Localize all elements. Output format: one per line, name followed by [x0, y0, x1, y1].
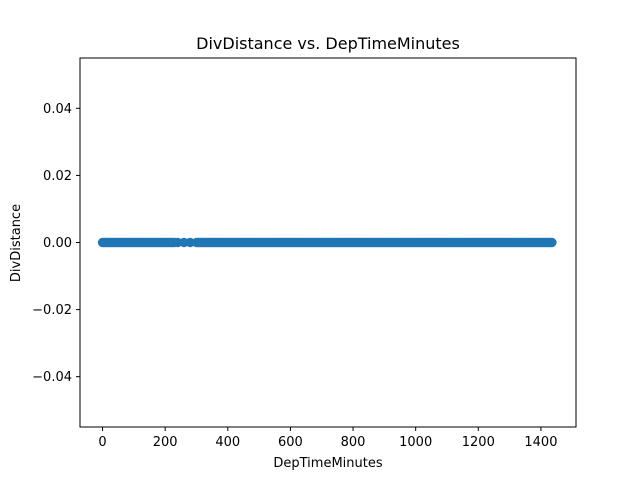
y-axis-label: DivDistance	[9, 204, 24, 282]
plot-frame	[79, 57, 577, 428]
x-tick-label: 200	[153, 435, 178, 450]
y-tick-label: 0.04	[43, 102, 72, 117]
x-tick-label: 400	[215, 435, 240, 450]
x-tick-label: 600	[278, 435, 303, 450]
x-tick-label: 0	[98, 435, 106, 450]
x-tick-label: 1400	[524, 435, 557, 450]
x-axis-ticks: 0 200 400 600 800 1000 1200 1400	[98, 427, 557, 450]
x-tick-label: 1200	[462, 435, 495, 450]
data-point	[547, 237, 557, 248]
y-tick-label: 0.00	[43, 236, 72, 251]
x-tick-label: 1000	[399, 435, 432, 450]
y-axis-ticks: −0.04 −0.02 0.00 0.02 0.04	[32, 102, 80, 385]
x-tick-label: 800	[341, 435, 366, 450]
data-points	[97, 237, 557, 248]
x-axis-label: DepTimeMinutes	[273, 456, 382, 471]
y-tick-label: −0.04	[32, 370, 72, 385]
y-tick-label: −0.02	[32, 303, 72, 318]
chart-title: DivDistance vs. DepTimeMinutes	[196, 34, 460, 53]
y-tick-label: 0.02	[43, 169, 72, 184]
